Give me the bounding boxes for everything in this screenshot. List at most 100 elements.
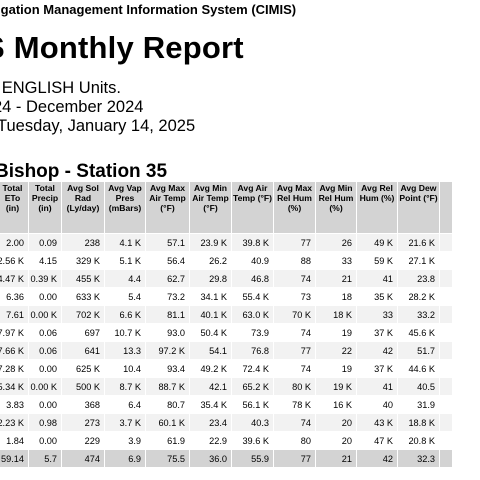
table-cell: 368 xyxy=(62,396,104,413)
table-cell: 47 K xyxy=(357,432,397,449)
report-title: S Monthly Report xyxy=(0,30,244,65)
table-cell-cutoff xyxy=(440,396,452,413)
table-cell: 50.4 K xyxy=(190,324,231,341)
column-header: Avg Max Air Temp (°F) xyxy=(146,182,189,233)
table-cell: 6.6 K xyxy=(105,306,145,323)
totals-cell-cutoff xyxy=(440,450,452,467)
table-cell: 625 K xyxy=(62,360,104,377)
table-row: 1.84 0.00 229 3.9 61.9 22.9 39.6 K 80 20 47 K 20.8… xyxy=(0,432,452,449)
totals-cell: 59.14 xyxy=(0,450,28,467)
totals-cell: 42 xyxy=(357,450,397,467)
table-cell: 33 xyxy=(316,252,356,269)
column-header: Avg Min Air Temp (°F) xyxy=(190,182,231,233)
table-cell: 74 xyxy=(274,324,315,341)
table-row: 6.36 0.00 633 K 5.4 73.2 34.1 K 55.4 K 73 18 35 K… xyxy=(0,288,452,305)
table-cell: 20.8 K xyxy=(398,432,439,449)
table-cell: 51.7 xyxy=(398,342,439,359)
table-cell: 49.2 K xyxy=(190,360,231,377)
table-cell: 74 xyxy=(274,360,315,377)
table-cell: 26 xyxy=(316,234,356,251)
table-cell: 44.6 K xyxy=(398,360,439,377)
column-header: Avg Min Rel Hum (%) xyxy=(316,182,356,233)
table-cell: 60.1 K xyxy=(146,414,189,431)
table-cell: 10.7 K xyxy=(105,324,145,341)
table-cell: 22 xyxy=(316,342,356,359)
table-row: 7.61 0.00 K 702 K 6.6 K 81.1 40.1 K 63.0 K 70 K… xyxy=(0,306,452,323)
table-cell: 77 xyxy=(274,342,315,359)
table-cell-cutoff xyxy=(440,270,452,287)
table-cell: 33.2 xyxy=(398,306,439,323)
table-cell-cutoff xyxy=(440,432,452,449)
table-cell: 6.36 xyxy=(0,288,28,305)
table-cell-cutoff xyxy=(440,234,452,251)
table-cell: 5.1 K xyxy=(105,252,145,269)
table-cell: 7.61 xyxy=(0,306,28,323)
table-cell: 59 K xyxy=(357,252,397,269)
table-cell: 35.4 K xyxy=(190,396,231,413)
table-header-row: Total ETo (in) Total Precip (in) Avg Sol R… xyxy=(0,182,452,233)
table-cell: 56.1 K xyxy=(232,396,273,413)
table-cell: 229 xyxy=(62,432,104,449)
table-cell: 40.1 K xyxy=(190,306,231,323)
table-cell: 39.6 K xyxy=(232,432,273,449)
table-row: 4.47 K 0.39 K 455 K 4.4 62.7 29.8 46.8 74 21 41 23… xyxy=(0,270,452,287)
table-cell-cutoff xyxy=(440,252,452,269)
table-cell: 697 xyxy=(62,324,104,341)
table-row: 2.00 0.09 238 4.1 K 57.1 23.9 K 39.8 K 77 26 49 K… xyxy=(0,234,452,251)
table-cell: 23.4 xyxy=(190,414,231,431)
totals-row: 59.14 5.7 474 6.9 75.5 36.0 55.9 77 21 42 32.3 xyxy=(0,450,452,467)
table-cell: 455 K xyxy=(62,270,104,287)
column-header: Avg Max Rel Hum (%) xyxy=(274,182,315,233)
table-cell: 2.56 K xyxy=(0,252,28,269)
table-cell: 28.2 K xyxy=(398,288,439,305)
table-row: 3.83 0.00 368 6.4 80.7 35.4 K 56.1 K 78 K 16 K 40… xyxy=(0,396,452,413)
report-date: Tuesday, January 14, 2025 xyxy=(0,117,196,135)
table-cell: 3.7 K xyxy=(105,414,145,431)
table-cell: 73 xyxy=(274,288,315,305)
table-cell: 57.1 xyxy=(146,234,189,251)
table-row: 2.23 K 0.98 273 3.7 K 60.1 K 23.4 40.3 74 20 43 K… xyxy=(0,414,452,431)
column-header: Total Precip (in) xyxy=(29,182,61,233)
table-cell: 35 K xyxy=(357,288,397,305)
table-cell: 633 K xyxy=(62,288,104,305)
table-cell: 74 xyxy=(274,414,315,431)
column-header: Avg Sol Rad (Ly/day) xyxy=(62,182,104,233)
table-cell: 3.83 xyxy=(0,396,28,413)
table-cell: 46.8 xyxy=(232,270,273,287)
table-cell: 22.9 xyxy=(190,432,231,449)
table-cell: 80 xyxy=(274,432,315,449)
column-header: Total ETo (in) xyxy=(0,182,28,233)
table-cell: 1.84 xyxy=(0,432,28,449)
table-cell: 7.28 K xyxy=(0,360,28,377)
table-cell: 23.8 xyxy=(398,270,439,287)
table-cell-cutoff xyxy=(440,360,452,377)
table-cell: 4.4 xyxy=(105,270,145,287)
table-cell: 23.9 K xyxy=(190,234,231,251)
table-cell: 7.66 K xyxy=(0,342,28,359)
table-cell: 273 xyxy=(62,414,104,431)
table-cell: 40.5 xyxy=(398,378,439,395)
table-cell: 34.1 K xyxy=(190,288,231,305)
table-cell: 73.2 xyxy=(146,288,189,305)
table-cell-cutoff xyxy=(440,306,452,323)
table-cell: 0.39 K xyxy=(29,270,61,287)
monthly-data-table: Total ETo (in) Total Precip (in) Avg Sol R… xyxy=(0,181,453,468)
table-cell: 61.9 xyxy=(146,432,189,449)
table-cell-cutoff xyxy=(440,288,452,305)
table-cell: 0.00 xyxy=(29,432,61,449)
table-cell: 40.9 xyxy=(232,252,273,269)
table-cell: 42 xyxy=(357,342,397,359)
totals-cell: 5.7 xyxy=(29,450,61,467)
table-cell: 73.9 xyxy=(232,324,273,341)
table-cell: 31.9 xyxy=(398,396,439,413)
table-cell: 19 xyxy=(316,324,356,341)
table-cell: 20 xyxy=(316,414,356,431)
table-cell: 41 xyxy=(357,270,397,287)
column-header: Avg Air Temp (°F) xyxy=(232,182,273,233)
table-cell: 40.3 xyxy=(232,414,273,431)
totals-cell: 55.9 xyxy=(232,450,273,467)
table-cell: 65.2 K xyxy=(232,378,273,395)
table-cell: 4.1 K xyxy=(105,234,145,251)
table-cell: 56.4 xyxy=(146,252,189,269)
table-cell: 93.4 xyxy=(146,360,189,377)
